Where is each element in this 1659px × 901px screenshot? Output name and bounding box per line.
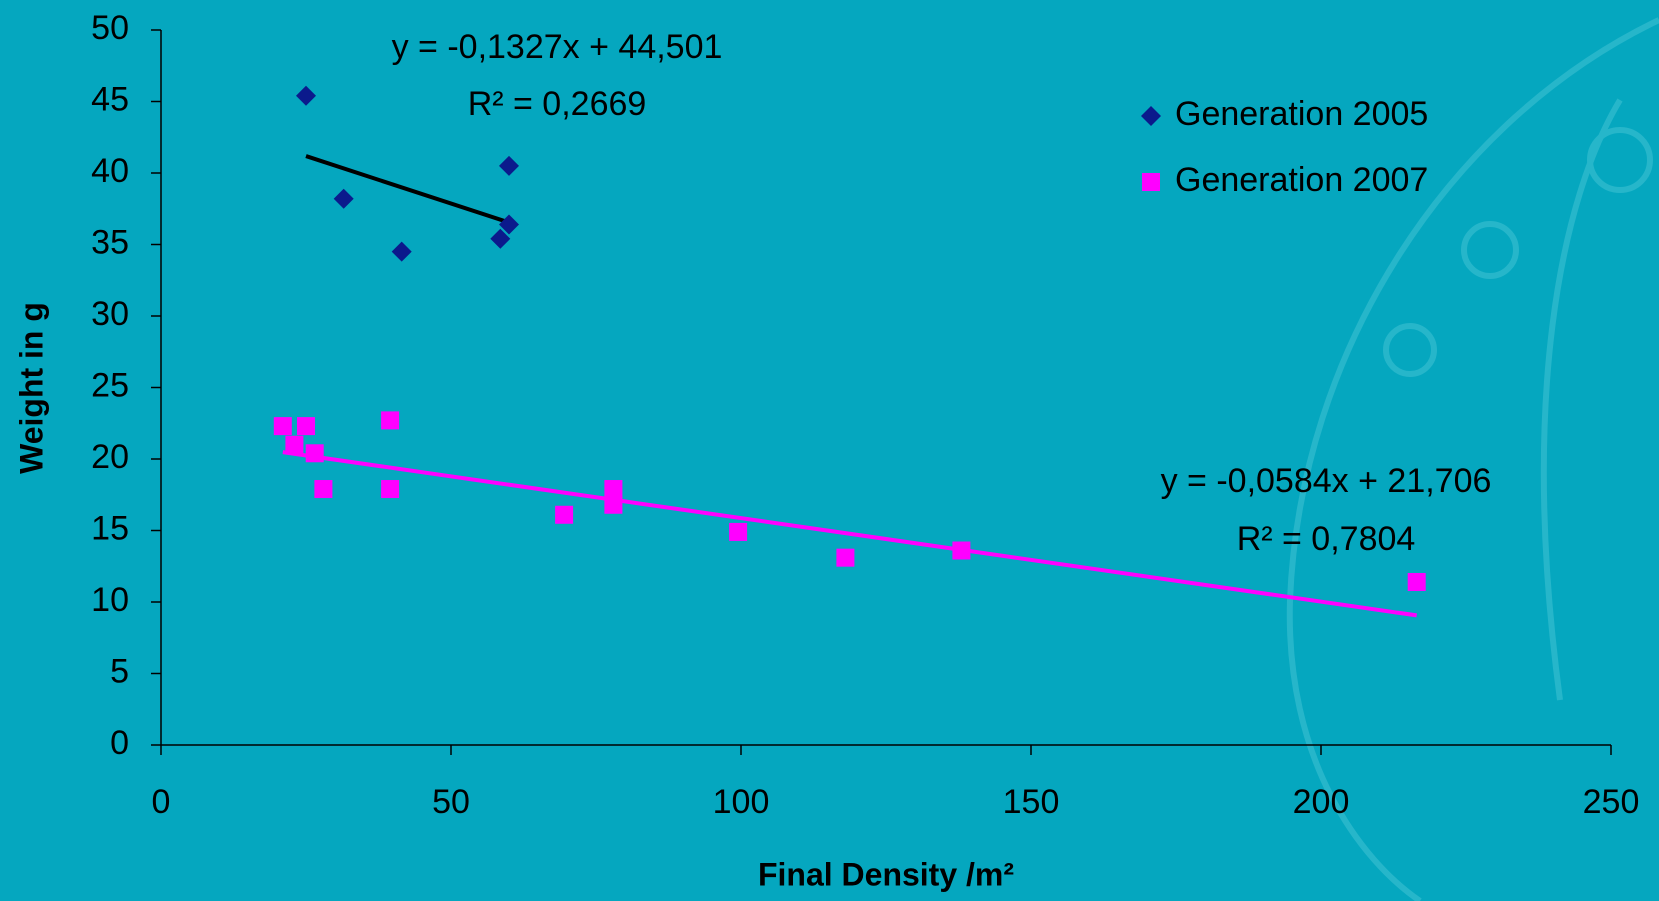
point [391, 241, 412, 262]
legend-label: Generation 2007 [1175, 161, 1428, 199]
x-tick-label: 50 [432, 783, 470, 821]
trendline-equation: y = -0,1327x + 44,501 [392, 28, 723, 66]
point [381, 480, 400, 499]
point [836, 548, 855, 567]
point [333, 188, 354, 209]
trendline [305, 154, 510, 225]
y-tick-label: 30 [91, 295, 129, 333]
point [490, 228, 511, 249]
y-tick-label: 0 [110, 724, 129, 762]
point [296, 85, 316, 106]
y-tick-label: 5 [110, 652, 129, 690]
trendline-equation: y = -0,0584x + 21,706 [1161, 462, 1492, 500]
y-tick-label: 25 [91, 366, 129, 404]
legend-marker [1142, 173, 1160, 191]
trendline-r2: R² = 0,7804 [1237, 520, 1416, 558]
x-tick-label: 250 [1583, 783, 1640, 821]
point [297, 417, 315, 436]
x-tick-label: 0 [152, 783, 171, 821]
point [499, 155, 519, 176]
x-axis-title: Final Density /m² [758, 856, 1014, 892]
y-tick-label: 45 [91, 80, 129, 118]
y-tick-label: 15 [91, 509, 129, 547]
y-tick-label: 10 [91, 581, 129, 619]
point [555, 505, 574, 524]
point [273, 417, 292, 436]
point [381, 411, 400, 430]
y-tick-label: 50 [91, 9, 129, 47]
point [314, 480, 333, 499]
x-tick-label: 100 [713, 783, 770, 821]
y-tick-label: 35 [91, 223, 129, 261]
point [952, 541, 971, 560]
legend-marker [1141, 106, 1161, 126]
x-tick-label: 200 [1293, 783, 1350, 821]
legend-label: Generation 2005 [1175, 95, 1428, 133]
point [604, 495, 623, 514]
point [729, 522, 748, 541]
trendline-r2: R² = 0,2669 [468, 85, 647, 123]
point [285, 435, 304, 454]
x-tick-label: 150 [1003, 783, 1060, 821]
y-tick-label: 40 [91, 152, 129, 190]
decoration [1286, 17, 1659, 901]
point [499, 214, 519, 235]
point [604, 480, 623, 499]
point [1407, 572, 1426, 591]
y-tick-label: 20 [91, 438, 129, 476]
trendline [282, 450, 1417, 618]
point [305, 444, 324, 463]
y-axis-title: Weight in g [13, 302, 49, 474]
